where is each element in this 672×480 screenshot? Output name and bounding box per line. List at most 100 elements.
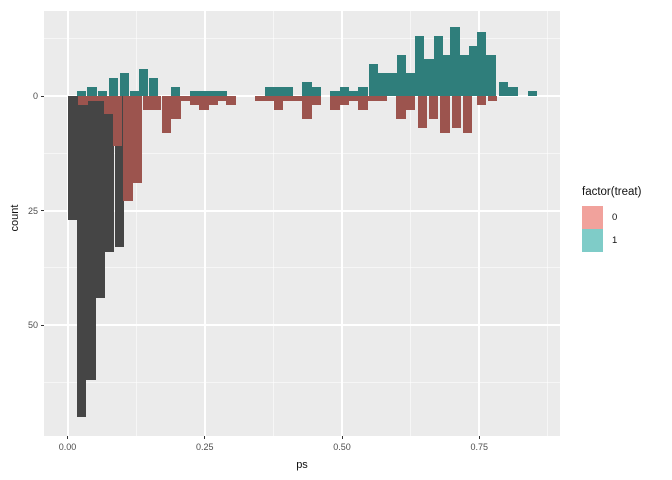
bar-treat-1 [273,86,284,96]
bar-treat-1 [459,54,469,96]
bar-treat-1 [108,77,119,96]
gridline-y-minor [44,152,560,154]
bar-treat-0 [217,96,228,101]
gridline-x-major [203,11,206,436]
bar-treat-0 [462,96,473,133]
legend-title: factor(treat) [582,186,642,198]
gridline-x-major [66,11,69,436]
bar-treat-1 [440,54,451,96]
bar-control-pool-unmatched [86,96,96,380]
bar-treat-0 [113,96,123,147]
bar-treat-0 [405,96,416,110]
bar-treat-1 [129,91,139,96]
bar-treat-1 [424,59,434,96]
y-tick-mark [41,324,44,326]
x-tick-mark [67,436,68,439]
bar-control-pool-unmatched [67,96,77,220]
bar-treat-1 [87,86,97,96]
bar-control-pool-unmatched [104,96,115,252]
bar-control-pool-unmatched [95,96,105,298]
bar-treat-1 [148,77,159,96]
bar-treat-1 [264,86,274,96]
bar-treat-0 [208,96,218,106]
gridline-y-major [44,324,560,326]
bar-treat-0 [292,96,302,101]
gridline-x-minor [410,11,412,436]
bar-treat-0 [152,96,162,110]
bar-treat-1 [339,86,350,96]
x-tick-label: 0.25 [195,442,214,452]
bar-treat-1 [217,91,228,96]
bar-treat-1 [378,73,388,96]
bar-treat-0 [311,96,322,106]
bar-treat-0 [377,96,387,101]
x-tick-label: 0.00 [58,442,77,452]
bar-treat-1 [450,27,460,96]
bar-treat-1 [486,54,496,96]
bar-treat-1 [387,73,397,96]
bar-treat-0 [103,96,114,115]
gridline-x-major [478,11,481,436]
legend-label: 0 [612,212,618,223]
bar-treat-0 [396,96,406,119]
bar-control-pool-unmatched [114,96,125,248]
x-tick-label: 0.50 [333,442,351,452]
bar-treat-1 [97,91,108,96]
bar-treat-1 [302,82,312,96]
bar-treat-1 [330,91,340,96]
bar-treat-0 [339,96,350,106]
bar-control-pool-unmatched [76,96,87,417]
plot-panel [44,11,560,436]
gridline-y-minor [44,38,560,40]
bar-treat-0 [98,96,108,101]
bar-treat-0 [302,96,312,119]
y-tick-label: 25 [27,205,38,216]
gridline-y-minor [44,381,560,383]
bar-treat-0 [451,96,462,129]
bar-treat-0 [226,96,236,106]
y-axis-title: count [9,204,21,232]
x-tick-mark [204,436,206,439]
bar-treat-1 [415,36,425,96]
gridline-x-major [341,11,343,436]
x-axis-title: ps [296,459,308,471]
bar-treat-1 [208,91,218,96]
bar-treat-0 [142,96,153,110]
x-tick-mark [341,436,343,439]
gridline-x-minor [135,11,137,436]
bar-treat-1 [368,63,379,96]
bar-treat-0 [488,96,498,101]
bar-treat-1 [199,91,209,96]
bar-treat-1 [433,36,444,96]
bar-treat-0 [273,96,284,110]
bar-treat-0 [349,96,359,101]
bar-treat-1 [527,91,537,96]
y-tick-mark [41,95,44,97]
bar-treat-0 [367,96,378,101]
bar-treat-0 [477,96,487,106]
y-tick-label: 0 [32,91,38,101]
bar-treat-0 [199,96,209,110]
bar-treat-0 [330,96,340,110]
bar-treat-0 [417,96,428,129]
bar-treat-1 [508,86,518,96]
gridline-x-minor [272,11,274,436]
bar-treat-1 [499,82,509,96]
bar-treat-0 [283,96,293,101]
legend-label: 1 [612,235,618,246]
bar-treat-1 [311,86,322,96]
bar-treat-0 [78,96,88,106]
bar-treat-0 [161,96,172,133]
bar-treat-0 [440,96,450,133]
bar-treat-1 [138,68,149,96]
bar-treat-0 [132,96,143,184]
bar-treat-0 [180,96,190,101]
bar-treat-0 [171,96,181,119]
bar-treat-0 [123,96,133,202]
bar-treat-0 [428,96,439,119]
legend-entry-0: 0 [582,206,670,229]
bar-treat-1 [119,73,130,96]
bar-treat-0 [189,96,200,106]
